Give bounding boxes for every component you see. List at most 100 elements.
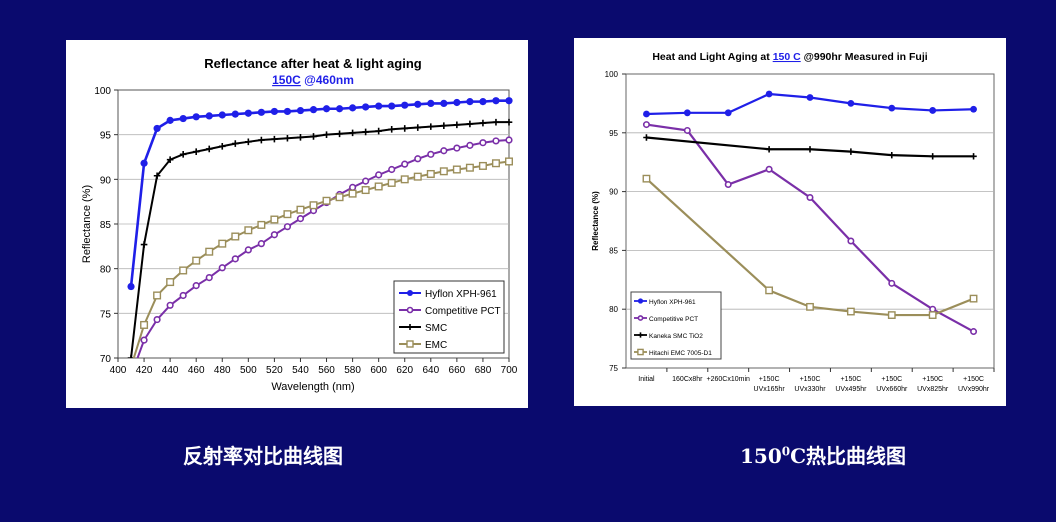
data-point-emc [439,167,448,176]
data-point-hyflon-xph-961 [888,104,896,112]
data-point-emc [218,239,227,248]
x-tick-label: +260Cx10min [707,376,750,383]
data-point-competitive-pct [642,121,650,129]
data-point-competitive-pct [349,183,357,191]
x-tick-label: 560 [318,365,335,376]
x-tick-label: 460 [188,365,205,376]
data-point-hyflon-xph-961 [166,116,174,124]
data-point-emc [179,266,188,275]
y-tick-label: 85 [609,246,618,255]
data-point-smc [336,130,343,138]
y-tick-label: 100 [94,86,111,97]
x-tick-label: +150C [800,376,821,383]
legend: Hyflon XPH-961 Competitive PCT Kaneka SMC … [630,291,722,360]
title-prefix: Heat and Light Aging at [652,51,772,63]
data-point-emc [231,232,240,241]
subtitle-wavelength: @460nm [301,73,354,87]
y-tick-label: 75 [100,309,112,320]
data-point-competitive-pct [296,215,305,223]
data-point-emc [413,172,422,181]
data-point-competitive-pct [765,165,773,173]
y-tick-label: 90 [609,188,618,197]
data-point-competitive-pct [283,223,292,231]
data-point-hitachi-emc-7005-d1 [846,307,855,316]
data-point-competitive-pct [427,150,435,158]
chart-subtitle: 150C @460nm [272,73,354,87]
series-emc [132,157,514,358]
x-tick-label: UVx990hr [958,386,990,393]
data-point-competitive-pct [929,305,937,313]
data-point-emc [361,186,370,195]
subtitle-temperature: 150C [272,73,301,87]
data-point-smc [192,148,200,155]
data-point-hyflon-xph-961 [192,113,200,121]
legend-marker-hyflon-xph-961 [637,298,644,304]
x-tick-label: 520 [266,365,283,376]
data-point-hyflon-xph-961 [440,99,448,107]
chart-title: Reflectance after heat & light aging [204,56,421,71]
x-tick-label: +150C [963,376,984,383]
data-point-smc [453,121,461,129]
data-point-hyflon-xph-961 [724,109,732,117]
data-point-hitachi-emc-7005-d1 [765,286,774,295]
legend-marker-hitachi-emc-7005-d1 [637,348,644,356]
x-tick-label: 440 [162,365,179,376]
data-point-emc [140,320,149,329]
data-point-kaneka-smc-tio2 [765,146,773,153]
data-point-emc [505,157,514,166]
data-point-competitive-pct [362,177,370,185]
data-point-emc [478,161,487,170]
data-point-competitive-pct [847,237,855,245]
x-tick-label: +150C [840,376,861,383]
legend-marker-smc [407,324,413,330]
x-tick-label: 500 [240,365,257,376]
data-point-competitive-pct [205,274,213,282]
y-tick-label: 90 [100,175,112,186]
x-tick-label: 540 [292,365,309,376]
data-point-hyflon-xph-961 [335,105,344,113]
data-point-hyflon-xph-961 [401,101,409,109]
data-point-competitive-pct [453,144,461,152]
data-point-hyflon-xph-961 [179,114,187,123]
data-point-hyflon-xph-961 [362,103,370,111]
x-tick-label: UVx330hr [794,386,826,393]
legend-label-smc: SMC [425,323,447,334]
y-axis-label: Reflectance (%) [591,191,600,251]
x-tick-label: 680 [475,365,492,376]
data-point-competitive-pct [414,155,422,163]
data-point-competitive-pct [388,165,396,174]
data-point-hyflon-xph-961 [643,110,650,118]
y-tick-label: 80 [100,265,112,276]
legend-label-kaneka-smc-tio2: Kaneka SMC TiO2 [649,333,703,340]
x-tick-label: +150C [922,376,943,383]
data-point-hyflon-xph-961 [127,282,135,291]
data-point-emc [465,163,474,172]
data-point-emc [335,193,344,202]
y-axis-label: Reflectance (%) [81,185,93,263]
data-point-emc [257,220,266,229]
data-point-hyflon-xph-961 [218,111,226,119]
data-point-smc [401,125,409,132]
data-point-smc [414,124,422,131]
data-point-competitive-pct [231,255,239,263]
right-caption-number: 150 [740,444,782,468]
data-point-hitachi-emc-7005-d1 [642,174,651,183]
data-point-emc [426,169,435,178]
data-point-smc [310,133,317,140]
legend-label-hyflon-xph-961: Hyflon XPH-961 [425,289,497,300]
legend-label-hyflon-xph-961: Hyflon XPH-961 [649,299,696,306]
y-tick-label: 70 [100,354,112,365]
x-axis-label: Wavelength (nm) [271,381,354,393]
data-point-smc [232,140,239,147]
data-point-hyflon-xph-961 [466,98,474,106]
x-tick-label: 580 [344,365,361,376]
data-point-emc [491,159,500,168]
data-point-competitive-pct [166,301,174,309]
data-point-smc [258,136,265,144]
chart-title: Heat and Light Aging at 150 C @990hr Mea… [652,51,927,63]
data-point-competitive-pct [270,231,278,239]
y-tick-label: 95 [609,129,618,138]
data-point-hyflon-xph-961 [322,105,331,113]
data-point-smc [349,129,356,137]
data-point-smc [505,118,513,126]
